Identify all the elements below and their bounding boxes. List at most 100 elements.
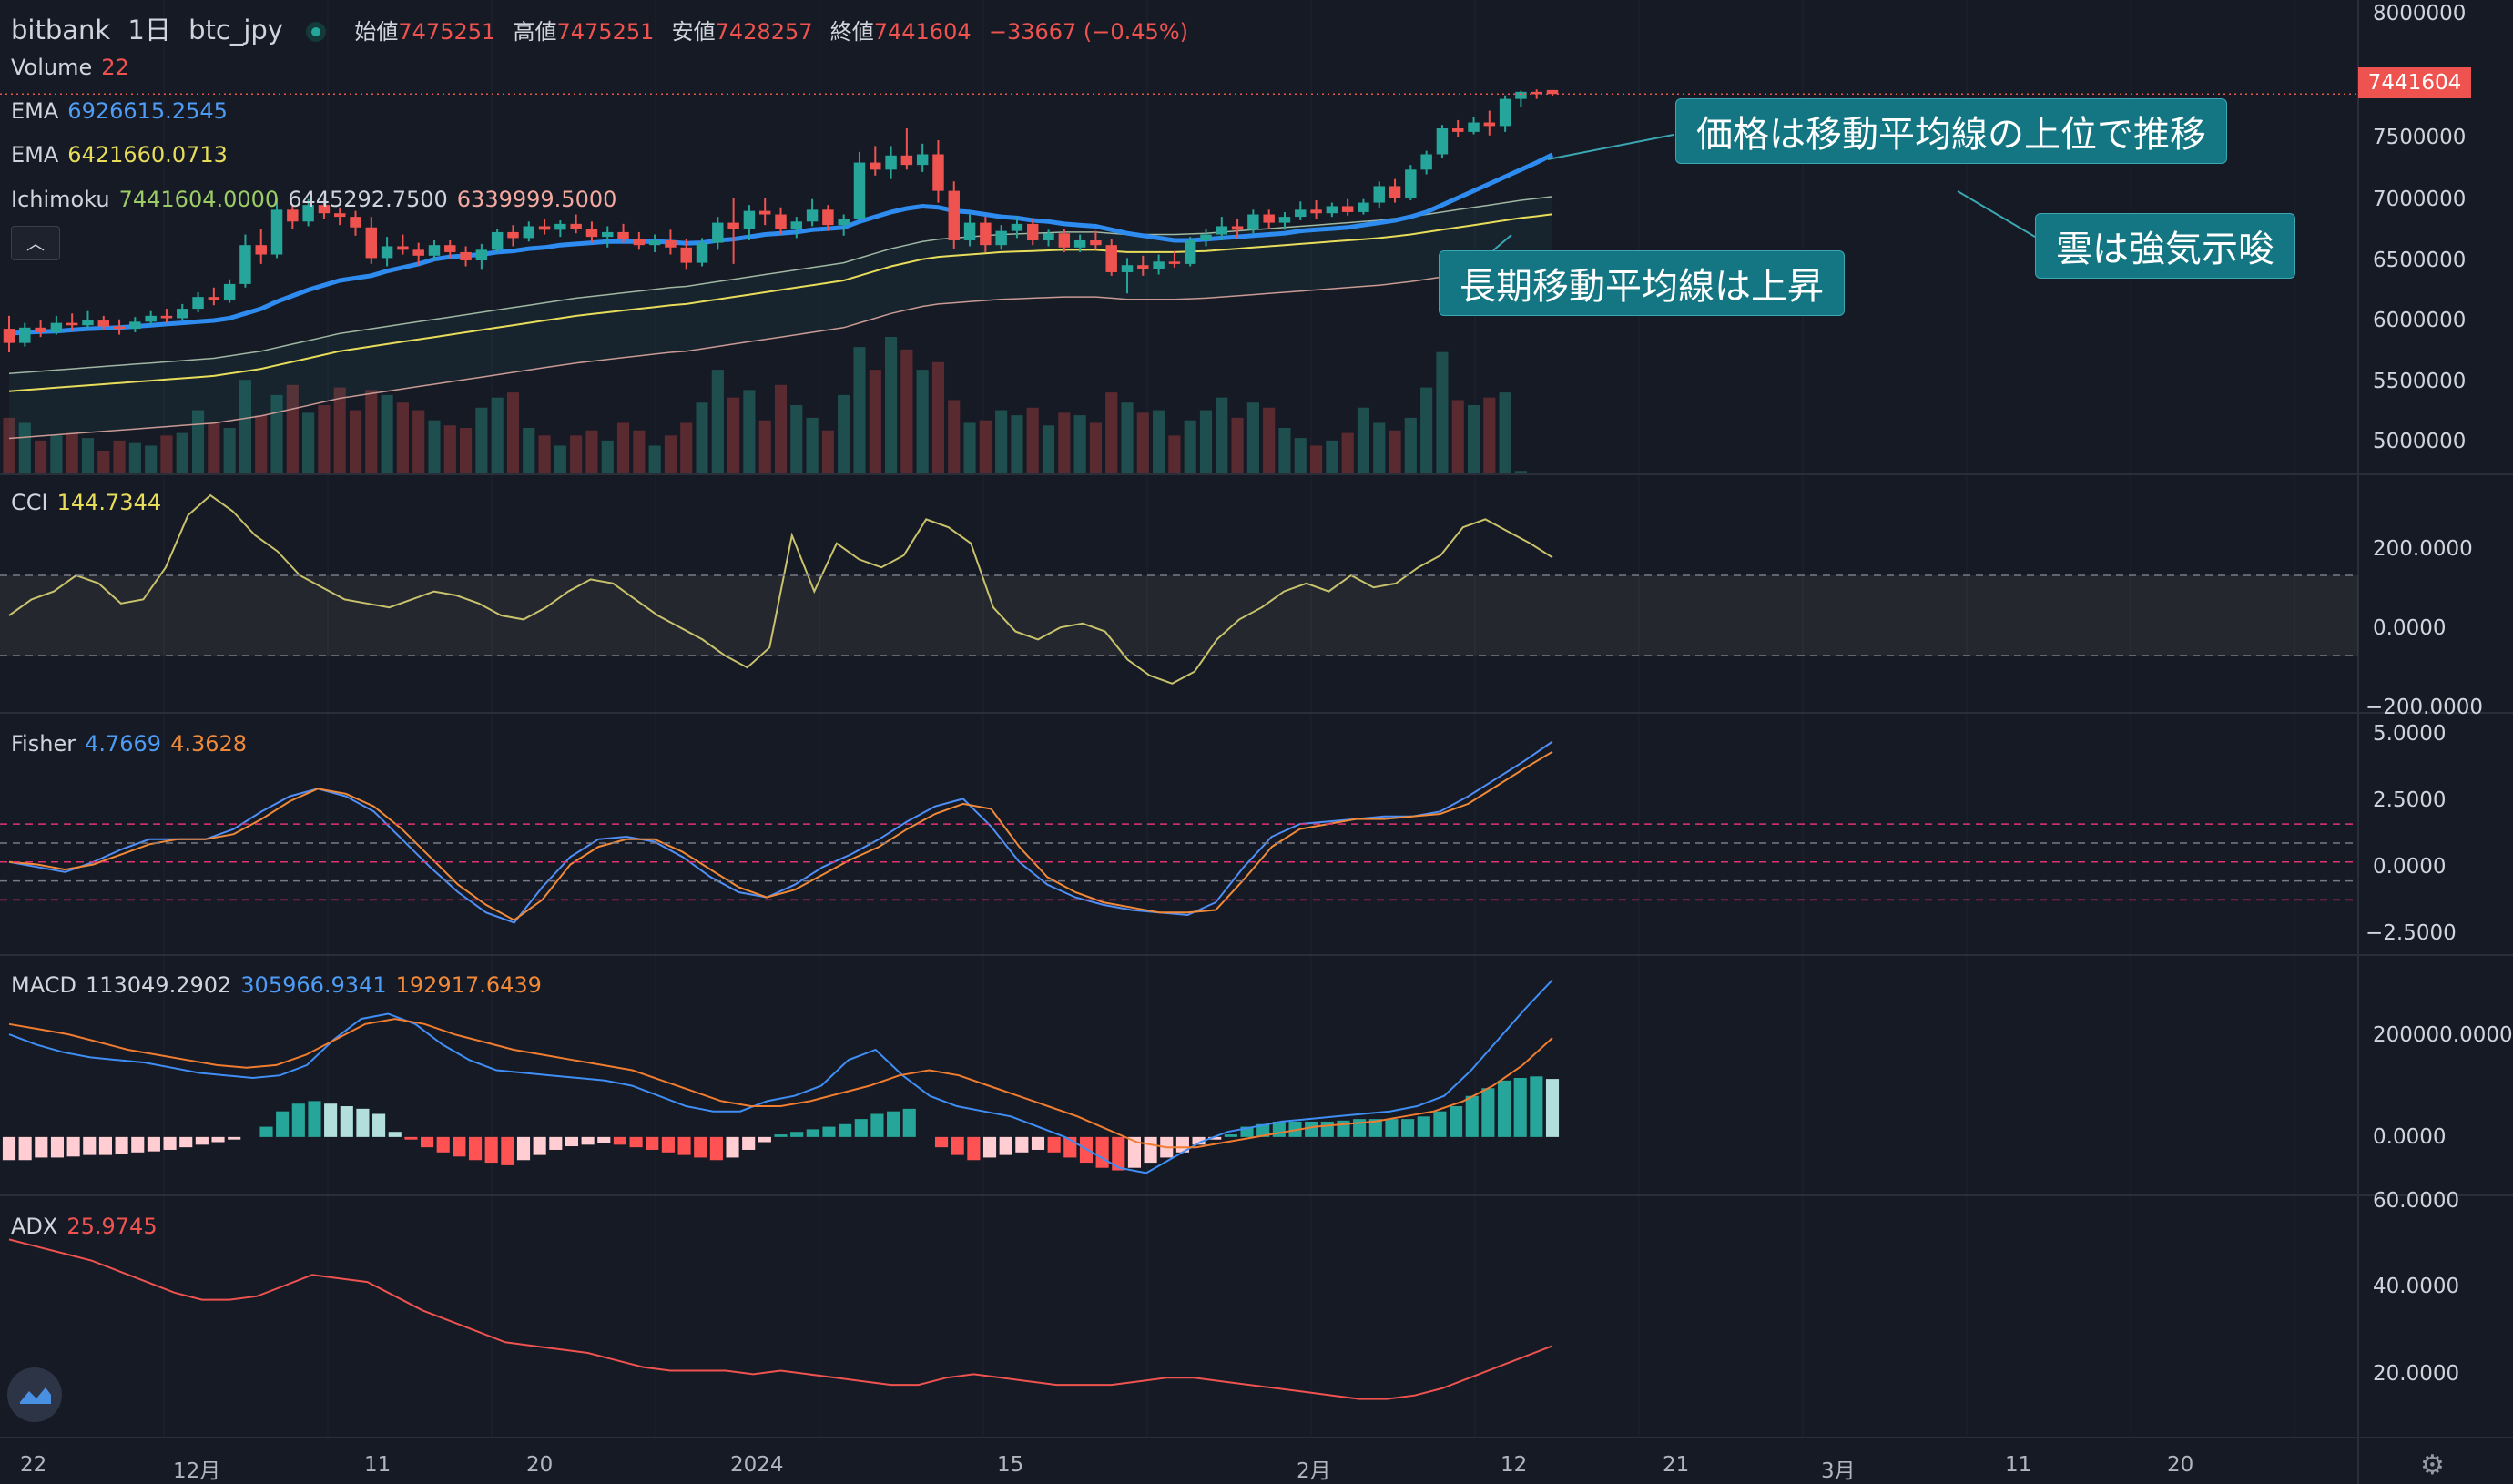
time-axis-label: 22 [20, 1453, 47, 1477]
volume-bar [1451, 400, 1464, 473]
settings-gear-icon[interactable]: ⚙ [2420, 1449, 2445, 1481]
fisher-legend-name: Fisher [11, 731, 76, 757]
macd-histogram-bar [806, 1129, 819, 1137]
candle-body [1105, 245, 1117, 272]
candle-body [916, 154, 929, 166]
volume-legend-value: 22 [101, 55, 129, 80]
annotation-callout[interactable]: 価格は移動平均線の上位で推移 [1675, 98, 2227, 164]
macd-histogram-bar [709, 1136, 723, 1161]
macd-line [8, 979, 1553, 1174]
fisher-legend[interactable]: Fisher 4.7669 4.3628 [11, 731, 256, 757]
volume-bar [1309, 445, 1323, 473]
macd-histogram-bar [195, 1136, 209, 1145]
ichimoku-span-b-line [8, 260, 1553, 440]
price-axis-label: 5000000 [2373, 430, 2467, 453]
candle-body [97, 320, 110, 327]
candle-body [365, 227, 378, 259]
volume-bar [412, 410, 425, 473]
open-value: 7475251 [398, 19, 496, 45]
fisher-axis-label: 2.5000 [2373, 788, 2447, 812]
macd-histogram-bar [308, 1101, 321, 1137]
annotation-callout[interactable]: 雲は強気示唆 [2035, 213, 2295, 279]
candle-body [870, 162, 881, 170]
candle-body [208, 297, 220, 301]
volume-bar [1420, 387, 1433, 473]
ichimoku-legend-v2: 6445292.7500 [288, 187, 448, 212]
volume-bar [270, 394, 283, 473]
candle-body [1546, 89, 1559, 95]
macd-histogram-bar [291, 1103, 305, 1137]
volume-bar [774, 384, 788, 473]
candle-body [648, 240, 661, 246]
candle-body [538, 226, 551, 230]
interval-label[interactable]: 1日 [127, 15, 171, 46]
high-label: 高値 [513, 19, 557, 45]
symbol-header: bitbank 1日 btc_jpy 始値7475251 高値7475251 安… [11, 9, 1197, 47]
candle-body [1515, 91, 1527, 99]
candle-body [192, 297, 204, 310]
price-axis-label: 5500000 [2373, 370, 2467, 393]
candle-body [1137, 265, 1149, 269]
candle-body [696, 242, 708, 263]
candle-body [475, 249, 488, 261]
cci-legend[interactable]: CCI 144.7344 [11, 490, 170, 515]
macd-histogram-bar [1175, 1136, 1189, 1153]
candle-body [1358, 202, 1369, 212]
macd-legend[interactable]: MACD 113049.2902 305966.9341 192917.6439 [11, 972, 551, 998]
candle-body [1247, 214, 1259, 230]
volume-legend[interactable]: Volume 22 [11, 55, 138, 80]
candle-body [412, 249, 424, 256]
ema-fast-legend[interactable]: EMA 6926615.2545 [11, 98, 237, 124]
volume-bar [223, 428, 236, 473]
time-axis-label: 11 [364, 1453, 392, 1477]
candle-body [980, 222, 992, 246]
volume-bar [491, 397, 504, 473]
candle-body [822, 209, 834, 226]
macd-histogram-bar [1047, 1136, 1061, 1153]
macd-histogram-bar [822, 1126, 836, 1137]
volume-bar [475, 407, 488, 473]
symbol-name[interactable]: btc_jpy [188, 15, 283, 46]
ichimoku-legend[interactable]: Ichimoku 7441604.0000 6445292.7500 6339999.… [11, 187, 626, 212]
candle-body [1278, 217, 1291, 223]
macd-histogram-bar [1385, 1119, 1399, 1137]
macd-histogram-bar [677, 1136, 691, 1155]
macd-legend-v2: 305966.9341 [240, 972, 387, 998]
exchange-name[interactable]: bitbank [11, 15, 111, 46]
volume-bar [365, 390, 378, 473]
candle-body [460, 251, 472, 261]
ema-slow-legend[interactable]: EMA 6421660.0713 [11, 142, 237, 168]
collapse-legend-button[interactable]: ︿ [11, 226, 60, 260]
macd-histogram-bar [228, 1136, 241, 1140]
candle-body [1326, 206, 1338, 214]
candle-body [223, 283, 236, 301]
candle-body [507, 231, 519, 239]
volume-bar [50, 435, 63, 473]
volume-bar [931, 361, 945, 473]
volume-bar [711, 370, 724, 473]
time-axis-label: 11 [2005, 1453, 2032, 1477]
candle-body [995, 230, 1007, 246]
candle-body [350, 217, 361, 228]
macd-legend-v3: 192917.6439 [395, 972, 542, 998]
volume-bar [884, 337, 898, 473]
candle-body [806, 209, 819, 222]
fisher-legend-v2: 4.3628 [170, 731, 248, 757]
candle-body [239, 245, 251, 284]
candle-body [963, 222, 976, 240]
candle-body [333, 213, 346, 218]
volume-bar [806, 417, 819, 473]
cci-band [0, 575, 2358, 656]
macd-histogram-bar [468, 1136, 483, 1161]
macd-histogram-bar [1015, 1136, 1029, 1153]
macd-histogram-bar [999, 1136, 1012, 1155]
volume-bar [648, 445, 661, 473]
annotation-callout[interactable]: 長期移動平均線は上昇 [1439, 250, 1845, 316]
candle-body [932, 154, 944, 191]
macd-histogram-bar [83, 1136, 97, 1155]
adx-legend[interactable]: ADX 25.9745 [11, 1214, 167, 1239]
time-axis-label: 2024 [730, 1453, 784, 1477]
candle-body [428, 245, 441, 256]
